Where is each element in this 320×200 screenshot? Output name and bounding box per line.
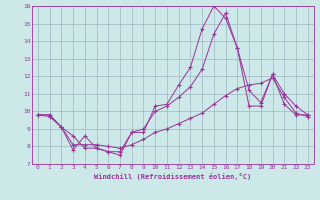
X-axis label: Windchill (Refroidissement éolien,°C): Windchill (Refroidissement éolien,°C): [94, 173, 252, 180]
